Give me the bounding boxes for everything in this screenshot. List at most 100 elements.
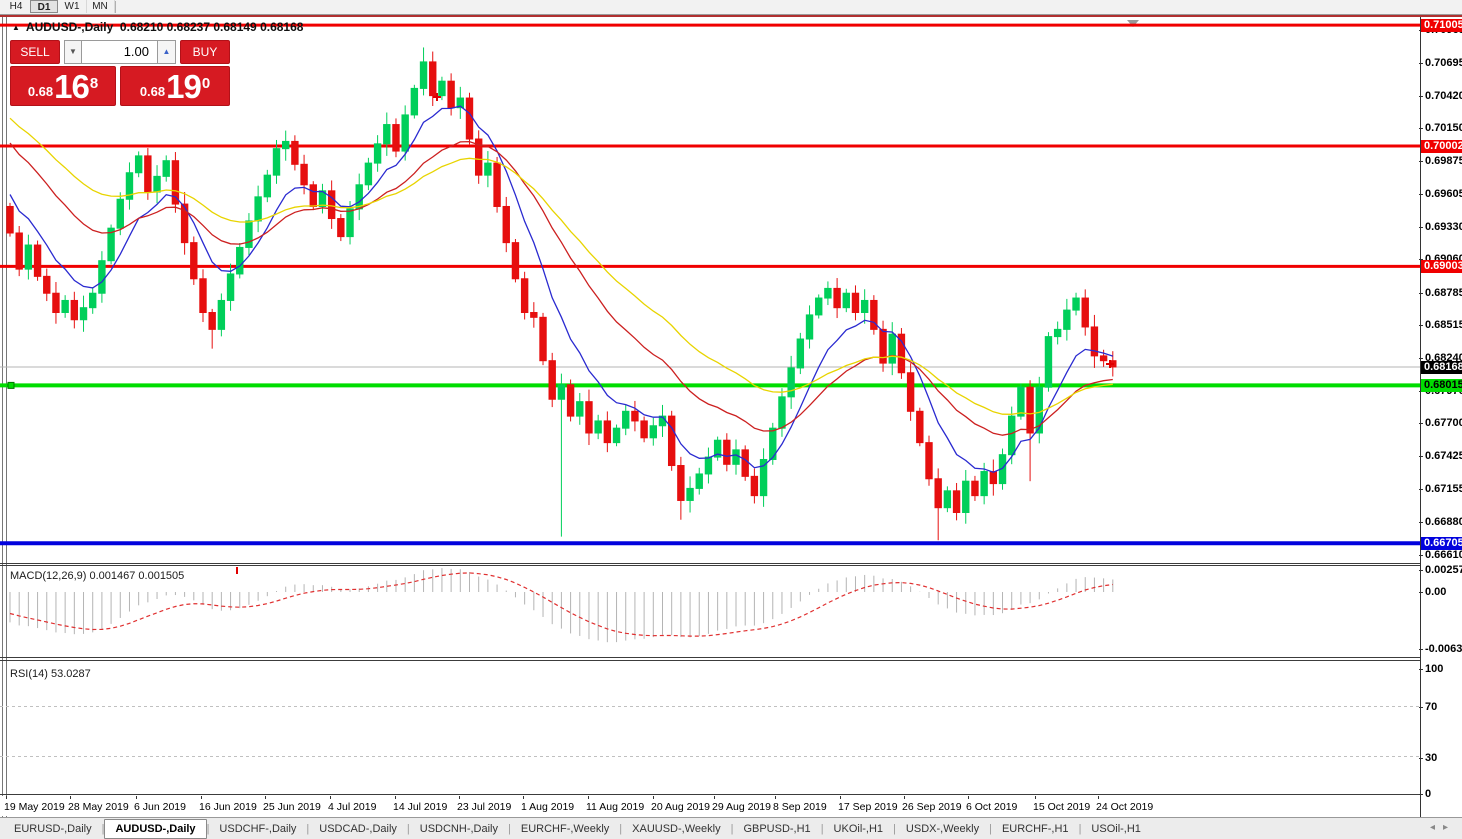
tab-separator: |: [206, 823, 210, 835]
ask-prefix: 0.68: [139, 84, 166, 99]
price-tick-mark: [1419, 522, 1423, 524]
ma-slow-yellow: [9, 117, 1113, 415]
date-tick-mark: [395, 796, 396, 799]
bull-candle: [401, 114, 409, 152]
bull-candle: [116, 198, 124, 229]
bear-candle: [52, 292, 60, 314]
rsi-axis-label: 100: [1419, 663, 1462, 675]
scroll-right-icon[interactable]: ▸: [1442, 822, 1456, 833]
chart-tab-usdcnh-daily[interactable]: USDCNH-,Daily: [419, 823, 498, 835]
price-level-badge: 0.71005: [1421, 19, 1462, 33]
bull-candle: [695, 473, 703, 489]
bear-candle: [741, 449, 749, 477]
date-tick-mark: [265, 796, 266, 799]
chart-tab-xauusd-weekly[interactable]: XAUUSD-,Weekly: [632, 823, 721, 835]
bear-candle: [585, 401, 593, 434]
ask-big-digits: 19: [166, 68, 202, 105]
timeframe-button-h4[interactable]: H4: [2, 0, 31, 13]
date-tick-label: 19 May 2019: [4, 801, 65, 813]
timeframe-button-w1[interactable]: W1: [58, 0, 87, 13]
bull-candle: [1063, 309, 1071, 330]
bull-candle: [364, 162, 373, 186]
tab-separator: |: [101, 823, 105, 835]
bid-price-button[interactable]: 0.68 16 8: [10, 66, 116, 106]
pane-splitter[interactable]: [0, 657, 1420, 658]
volume-increase-button[interactable]: ▲: [158, 40, 176, 64]
chart-tab-usdcad-daily[interactable]: USDCAD-,Daily: [319, 823, 397, 835]
support-green-handle[interactable]: [7, 381, 15, 389]
bull-candle: [962, 480, 970, 514]
main-price-chart[interactable]: [0, 17, 1420, 563]
one-click-trading-panel: SELL ▼ 1.00 ▲ BUY 0.68 16 8 0.68 19 0: [8, 40, 230, 106]
date-tick-label: 24 Oct 2019: [1096, 801, 1154, 813]
chart-tab-usdx-weekly[interactable]: USDX-,Weekly: [905, 823, 980, 835]
rsi-pane[interactable]: [0, 661, 1420, 794]
price-axis[interactable]: 0.709650.706950.704200.701500.698750.696…: [1419, 17, 1462, 817]
chart-tab-audusd-daily[interactable]: AUDUSD-,Daily: [104, 819, 207, 839]
pane-splitter[interactable]: [0, 660, 1420, 661]
chart-tab-gbpusd-h1[interactable]: GBPUSD-,H1: [743, 823, 811, 835]
price-tick-label: 0.69330: [1419, 221, 1462, 233]
date-tick-mark: [201, 796, 202, 799]
bull-candle: [98, 260, 106, 294]
volume-input[interactable]: 1.00: [82, 40, 158, 64]
timeframe-button-d1[interactable]: D1: [30, 0, 58, 13]
price-tick-mark: [1419, 62, 1423, 64]
chart-tab-eurusd-daily[interactable]: EURUSD-,Daily: [14, 823, 92, 835]
bull-candle: [125, 172, 134, 200]
chart-tab-usdchf-daily[interactable]: USDCHF-,Daily: [219, 823, 297, 835]
bear-candle: [530, 312, 538, 318]
date-tick-mark: [904, 796, 905, 799]
macd-axis-label: 0.002574: [1419, 564, 1462, 576]
bull-candle: [89, 292, 97, 309]
volume-decrease-button[interactable]: ▼: [64, 40, 82, 64]
pane-splitter: [0, 794, 1420, 795]
bull-candle: [1035, 386, 1043, 434]
pane-splitter[interactable]: [0, 563, 1420, 564]
chart-tab-bar: EURUSD-,Daily | AUDUSD-,Daily | USDCHF-,Dail…: [0, 817, 1462, 839]
chart-tab-eurchf-h1[interactable]: EURCHF-,H1: [1001, 823, 1069, 835]
timeframe-button-mn[interactable]: MN: [86, 0, 115, 13]
bull-candle: [686, 487, 694, 501]
bull-candle: [383, 124, 391, 145]
scroll-left-icon[interactable]: ◂: [1429, 822, 1443, 833]
bear-candle: [15, 232, 23, 270]
macd-pane[interactable]: [0, 566, 1420, 657]
chart-tab-eurchf-weekly[interactable]: EURCHF-,Weekly: [520, 823, 610, 835]
date-axis[interactable]: 19 May 2019 28 May 2019 6 Jun 2019 16 Jun 2…: [0, 796, 1420, 816]
chart-tab-usoil-h1[interactable]: USOil-,H1: [1091, 823, 1141, 835]
bear-candle: [309, 184, 317, 207]
bull-candle: [805, 314, 814, 340]
tab-scroll-arrows[interactable]: ◂▸: [1430, 822, 1456, 833]
bull-candle: [622, 410, 630, 429]
pane-splitter[interactable]: [0, 565, 1420, 566]
sell-button[interactable]: SELL: [10, 40, 60, 64]
bull-candle: [318, 190, 327, 207]
date-tick-label: 8 Sep 2019: [773, 801, 827, 813]
bear-candle: [631, 410, 639, 422]
price-tick-mark: [1419, 95, 1423, 97]
collapse-panel-icon[interactable]: ▲: [12, 23, 20, 32]
chart-shift-marker[interactable]: [1127, 20, 1139, 27]
bull-candle: [649, 425, 657, 439]
bear-candle: [493, 162, 501, 207]
bid-big-digits: 16: [54, 68, 90, 105]
buy-button[interactable]: BUY: [180, 40, 230, 64]
bull-candle: [612, 427, 621, 444]
date-tick-label: 26 Sep 2019: [902, 801, 962, 813]
date-tick-mark: [714, 796, 715, 799]
ask-price-button[interactable]: 0.68 19 0: [120, 66, 230, 106]
bull-candle: [217, 299, 226, 330]
bear-candle: [208, 312, 216, 330]
bear-candle: [465, 97, 474, 140]
rsi-tick-mark: [1419, 794, 1423, 795]
bull-candle: [134, 155, 143, 174]
bear-candle: [337, 218, 345, 238]
bull-candle: [759, 458, 768, 497]
price-tick-label: 0.67155: [1419, 483, 1462, 495]
chart-tab-ukoil-h1[interactable]: UKOil-,H1: [833, 823, 884, 835]
bear-candle: [897, 333, 906, 374]
bull-candle: [79, 307, 88, 321]
date-tick-mark: [136, 796, 137, 799]
